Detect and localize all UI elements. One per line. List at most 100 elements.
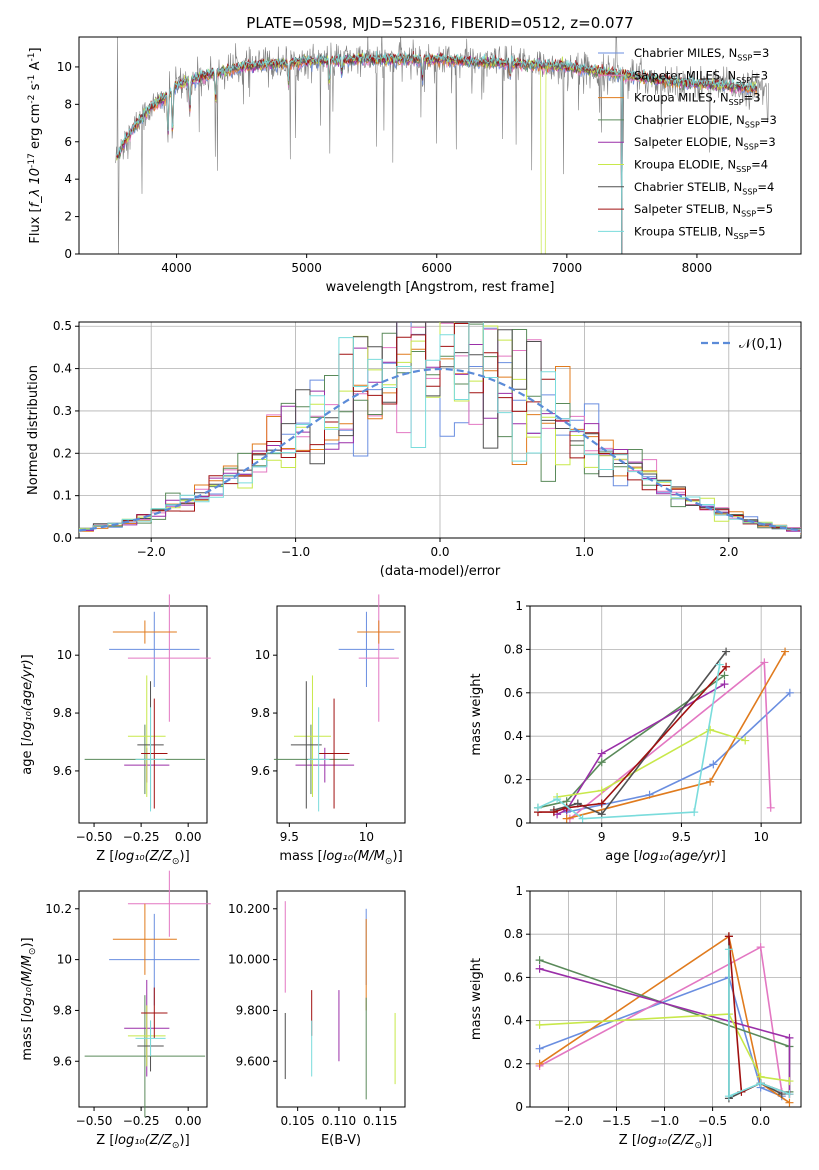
series-marker [535, 956, 544, 965]
series-marker [756, 943, 765, 952]
x-tick-label: 2.0 [719, 545, 738, 559]
x-tick-label: −0.50 [76, 1114, 113, 1128]
x-tick-label: 7000 [552, 261, 583, 275]
y-tick-label: 9.6 [53, 764, 72, 778]
x-tick-label: 0.115 [363, 1114, 397, 1128]
y-tick-label: 10 [57, 60, 72, 74]
legend-label: Salpeter ELODIE, NSSP​=3 [634, 135, 776, 151]
y-tick-label: 0.4 [504, 729, 523, 743]
x-tick-label: 0.0 [430, 545, 449, 559]
spectrum-legend: Chabrier MILES, NSSP​=3 Salpeter MILES, N… [598, 46, 777, 241]
series-line [569, 660, 772, 820]
y-tick-label: 0.0 [53, 531, 72, 545]
x-tick-label: −1.0 [650, 1114, 679, 1128]
y-tick-label: 0.2 [504, 1057, 523, 1071]
series-line [728, 949, 790, 1098]
x-tick-label: −0.25 [123, 830, 160, 844]
x-tick-label: 5000 [291, 261, 322, 275]
y-tick-label: 0.6 [504, 686, 523, 700]
series-marker [722, 647, 731, 656]
x-axis-label: Z [log₁₀(Z/Z⊙​)] [619, 1133, 712, 1151]
series-marker [760, 658, 769, 667]
mass-vs-EBV-panel: 0.105 0.110 0.115 9.600 9.800 10.000 10.200 E(B… [228, 890, 406, 1148]
legend-label: Kroupa STELIB, NSSP​=5 [634, 224, 766, 240]
series-marker [535, 1059, 544, 1068]
series-line [556, 683, 725, 816]
series-marker [724, 932, 733, 941]
series-marker [741, 736, 750, 745]
plot-frame [78, 890, 208, 1108]
mass-vs-Z-panel: −0.50 −0.25 0.00 9.6 9.8 10 10.2 Z [log₁₀(Z/Z⊙​… [20, 870, 211, 1151]
y-tick-label: 9.8 [53, 706, 72, 720]
x-tick-label: 10 [754, 830, 769, 844]
x-tick-label: 9 [598, 830, 606, 844]
y-tick-label: 0 [64, 247, 72, 261]
legend-label: Kroupa ELODIE, NSSP​=4 [634, 158, 768, 174]
y-tick-label: 10.000 [228, 953, 270, 967]
x-tick-label: 0.00 [175, 1114, 202, 1128]
x-tick-label: −2.0 [554, 1114, 583, 1128]
mass-weight-vs-Z-panel: −2.0 −1.5 −1.0 −0.5 0.0 0 0.2 0.4 0.6 0.8 1 Z [log₁… [469, 884, 802, 1151]
y-tick-label: 2 [64, 210, 72, 224]
x-tick-label: −1.5 [602, 1114, 631, 1128]
series-marker [706, 725, 715, 734]
y-tick-label: 0.3 [53, 404, 72, 418]
x-tick-label: 9.5 [672, 830, 691, 844]
legend-label: Salpeter STELIB, NSSP​=5 [634, 202, 773, 218]
y-axis-label: Normed distribution [26, 365, 41, 495]
series-marker [597, 749, 606, 758]
y-tick-label: 0 [515, 1100, 523, 1114]
series-marker [724, 1092, 733, 1101]
y-axis-label: mass weight [469, 958, 484, 1040]
spectrum-panel: 4000 5000 6000 7000 8000 0 2 4 6 8 10 wavelength [A… [27, 36, 802, 295]
x-tick-label: 0.105 [280, 1114, 314, 1128]
series-marker [722, 662, 731, 671]
series-line [537, 674, 725, 809]
spectrum-lines [115, 37, 769, 254]
legend-label: Kroupa MILES, NSSP​=3 [634, 91, 761, 107]
series-marker [724, 945, 733, 954]
residuals-lines [79, 322, 801, 535]
y-tick-label: 0.8 [504, 642, 523, 656]
y-tick-label: 0.4 [504, 1014, 523, 1028]
y-tick-label: 9.8 [251, 706, 270, 720]
y-tick-label: 9.800 [236, 1003, 270, 1017]
legend-label: 𝒩(0,1) [739, 337, 782, 352]
y-tick-label: 10.2 [45, 902, 72, 916]
series-marker [785, 1090, 794, 1099]
x-axis-label: age [log₁₀(age/yr)] [605, 849, 726, 864]
plot-frame [78, 605, 208, 824]
y-tick-label: 0.4 [53, 362, 72, 376]
residual-histogram [79, 322, 801, 533]
series-marker [549, 808, 558, 817]
x-tick-label: −2.0 [137, 545, 166, 559]
x-tick-label: 10 [359, 830, 374, 844]
y-tick-label: 0.8 [504, 927, 523, 941]
x-tick-label: 6000 [421, 261, 452, 275]
legend-label: Chabrier MILES, NSSP​=3 [634, 46, 769, 62]
y-tick-label: 10.200 [228, 902, 270, 916]
series-marker [785, 688, 794, 697]
residuals-panel: −2.0 −1.0 0.0 1.0 2.0 0.0 0.1 0.2 0.3 0.4 0.5 (data… [26, 319, 802, 579]
model-spectrum-line [116, 50, 757, 254]
series-marker [785, 1077, 794, 1086]
figure-title: PLATE=0598, MJD=52316, FIBERID=0512, z=0… [246, 14, 633, 32]
y-axis-label: Flux [f_λ 10-17​ erg cm-2​ s-1​ A-1​] [27, 47, 43, 243]
age-vs-Z-panel: −0.50 −0.25 0.00 9.6 9.8 10 Z [log₁₀(Z/Z⊙​)] ag… [20, 594, 211, 867]
legend-label: Chabrier STELIB, NSSP​=4 [634, 180, 774, 196]
series-marker [706, 777, 715, 786]
series-marker [535, 1020, 544, 1029]
y-tick-label: 10 [57, 648, 72, 662]
series-marker [690, 808, 699, 817]
series-line [539, 1013, 790, 1082]
x-tick-label: −0.50 [76, 830, 113, 844]
x-tick-label: 1.0 [575, 545, 594, 559]
series-marker [597, 786, 606, 795]
series-marker [720, 671, 729, 680]
y-tick-label: 0.5 [53, 319, 72, 333]
series-marker [578, 814, 587, 823]
y-tick-label: 0.6 [504, 970, 523, 984]
y-tick-label: 6 [64, 135, 72, 149]
x-axis-label: E(B-V) [321, 1133, 361, 1148]
y-tick-label: 0.2 [53, 446, 72, 460]
